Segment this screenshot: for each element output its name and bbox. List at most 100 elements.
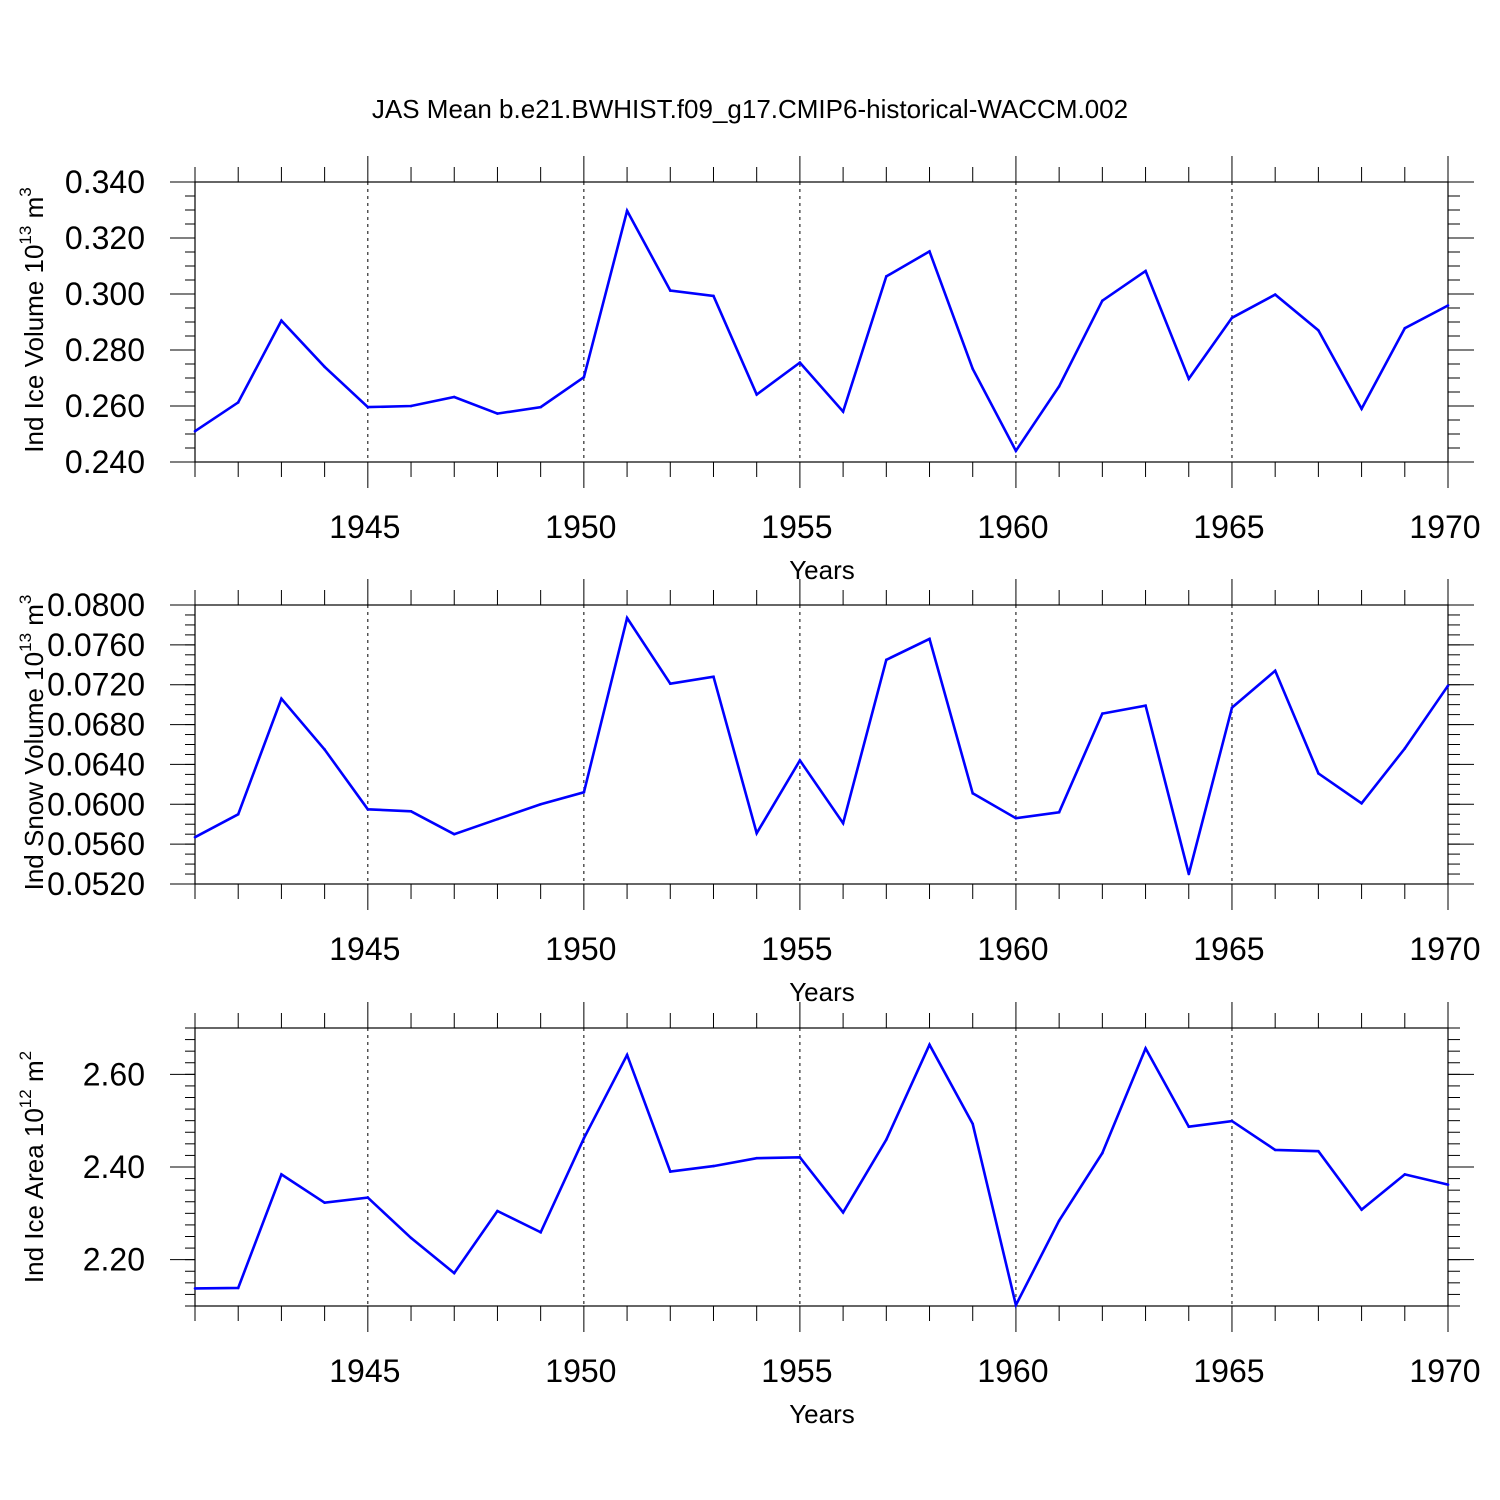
data-point: [1101, 1151, 1104, 1155]
data-point: [1230, 706, 1234, 709]
y-axis-label-unit-exponent: 3: [16, 187, 35, 196]
data-point: [1101, 712, 1104, 715]
panel-1: 0.240 0.260 0.280 0.300 0.320 0.340 1945 1950 19…: [16, 156, 1481, 585]
data-point: [323, 1201, 326, 1204]
y-axis-label-exponent: 13: [16, 633, 35, 652]
y-tick-label: 0.320: [65, 220, 145, 256]
data-point: [1403, 747, 1407, 750]
series-line: [194, 614, 1450, 875]
y-axis-label: Ind Snow Volume 1013 m3: [16, 595, 49, 891]
y-tick-label: 2.60: [83, 1056, 145, 1092]
y-tick-label: 0.0720: [47, 667, 145, 703]
data-point: [1144, 1047, 1147, 1050]
data-point: [712, 294, 715, 298]
x-axis-label: Years: [789, 977, 855, 1007]
data-point: [1014, 816, 1018, 820]
x-tick-label: 1965: [1193, 931, 1264, 967]
y-tick-label: 0.340: [65, 164, 145, 200]
plot-frame: [194, 181, 1449, 463]
panel-3: 2.20 2.40 2.60 1945 1950 1955 1960 1965 1970 Year…: [16, 1002, 1481, 1429]
data-point: [496, 412, 499, 415]
data-point: [841, 1211, 845, 1214]
y-axis-label-main: Ind Snow Volume 10: [19, 652, 49, 891]
data-point: [885, 1138, 888, 1141]
data-point: [1360, 1208, 1363, 1211]
y-axis-label: Ind Ice Area 1012 m2: [16, 1051, 49, 1283]
data-point: [668, 289, 672, 292]
data-point: [236, 401, 240, 404]
data-point: [193, 835, 197, 839]
data-point: [1144, 269, 1147, 273]
data-point: [1187, 1125, 1191, 1128]
plot-frame: [194, 604, 1449, 885]
data-point: [668, 682, 672, 686]
x-tick-label: 1955: [761, 931, 832, 967]
x-tick-label: 1945: [329, 1353, 400, 1389]
y-tick-label: 0.240: [65, 444, 145, 480]
y-axis-label-unit: m: [19, 604, 49, 633]
y-tick-label: 0.0680: [47, 707, 145, 743]
data-point: [280, 319, 283, 322]
data-point: [755, 1156, 758, 1160]
y-tick-label: 0.0800: [47, 587, 145, 623]
data-point: [539, 802, 542, 806]
data-point: [582, 791, 586, 794]
y-tick-label: 2.40: [83, 1149, 145, 1185]
data-point: [452, 395, 456, 399]
x-tick-label: 1970: [1409, 509, 1480, 545]
data-point: [452, 832, 456, 836]
data-point: [539, 1231, 542, 1234]
x-tick-label: 1955: [761, 509, 832, 545]
data-point: [1403, 326, 1407, 330]
data-point: [452, 1271, 456, 1275]
data-point: [1360, 801, 1363, 805]
y-tick-label: 0.280: [65, 332, 145, 368]
data-point: [1057, 810, 1061, 814]
x-tick-label: 1970: [1409, 931, 1480, 967]
data-point: [1360, 407, 1363, 411]
data-point: [366, 1196, 370, 1199]
data-point: [366, 807, 370, 811]
x-tick-label: 1960: [977, 931, 1048, 967]
data-point: [1446, 1183, 1450, 1186]
data-point: [885, 275, 888, 278]
data-point: [193, 429, 197, 433]
x-tick-label: 1950: [545, 1353, 616, 1389]
data-point: [1273, 293, 1277, 296]
x-tick-label: 1950: [545, 931, 616, 967]
y-tick-label: 0.300: [65, 276, 145, 312]
data-point: [755, 393, 758, 396]
data-point: [582, 375, 586, 379]
data-point: [1230, 1119, 1234, 1123]
x-tick-label: 1950: [545, 509, 616, 545]
data-point: [928, 250, 931, 253]
data-point: [625, 616, 629, 620]
y-tick-label: 0.0640: [47, 746, 145, 782]
data-point: [496, 817, 499, 821]
y-axis-label-unit-exponent: 3: [16, 595, 35, 604]
data-point: [280, 697, 283, 700]
data-point: [323, 748, 326, 751]
y-tick-label: 0.0760: [47, 627, 145, 663]
data-point: [712, 675, 715, 679]
data-point: [1273, 669, 1277, 673]
data-point: [885, 658, 888, 662]
y-tick-label: 2.20: [83, 1242, 145, 1278]
data-point: [755, 831, 758, 835]
data-point: [1057, 1219, 1061, 1223]
data-point: [323, 365, 326, 369]
data-point: [1014, 1303, 1018, 1307]
data-point: [1446, 684, 1450, 688]
y-axis-label-main: Ind Ice Area 10: [19, 1108, 49, 1283]
data-point: [971, 367, 975, 371]
x-tick-label: 1945: [329, 509, 400, 545]
x-tick-label: 1960: [977, 1353, 1048, 1389]
data-point: [496, 1209, 499, 1213]
y-tick-label: 0.0520: [47, 866, 145, 902]
data-point: [236, 1286, 240, 1290]
data-point: [625, 1053, 629, 1057]
data-point: [280, 1173, 283, 1176]
data-point: [625, 209, 629, 213]
